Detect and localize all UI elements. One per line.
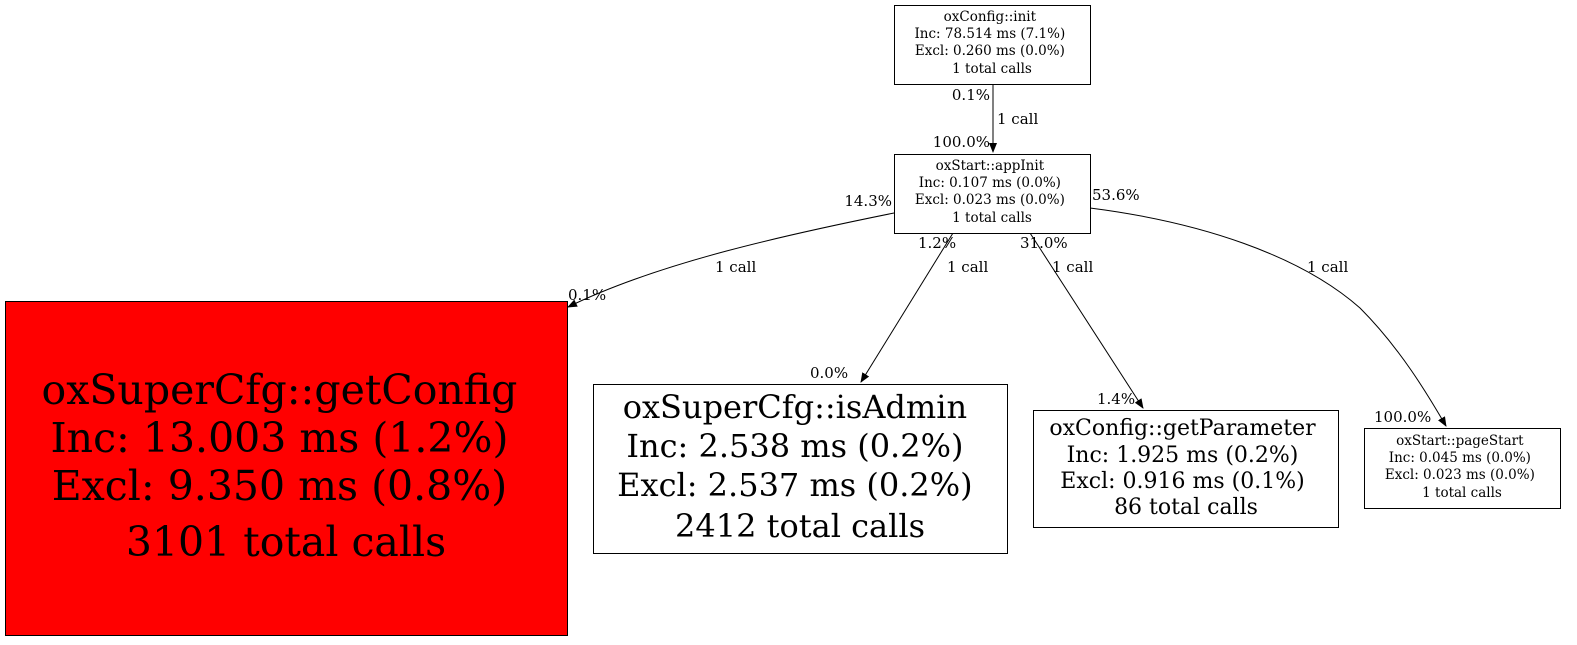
- node-title: oxStart::appInit: [936, 158, 1045, 174]
- edge-tail-label: 0.1%: [952, 86, 990, 104]
- node-inc: Inc: 0.107 ms (0.0%): [919, 175, 1061, 191]
- svg-text:oxSuperCfg::getConfig In: oxSuperCfg::getConfig Inc: 13.003 ms (1.…: [42, 366, 531, 566]
- node-excl: Excl: 2.537 ms (0.2%): [617, 466, 973, 504]
- node-inc: Inc: 13.003 ms (1.2%): [50, 414, 508, 462]
- edge-appinit-pagestart: [1089, 207, 1447, 427]
- node-title: oxConfig::getParameter: [1049, 416, 1316, 441]
- node-excl: Excl: 0.023 ms (0.0%): [1385, 467, 1535, 483]
- svg-text:oxConfig::getParameter I: oxConfig::getParameter Inc: 1.925 ms (0.…: [1049, 416, 1322, 520]
- node-excl: Excl: 0.023 ms (0.0%): [915, 192, 1065, 208]
- node-title: oxStart::pageStart: [1396, 433, 1524, 449]
- svg-text:oxStart::appInit Inc: 0.: oxStart::appInit Inc: 0.107 ms (0.0%) Ex…: [915, 158, 1069, 226]
- node-calls: 1 total calls: [952, 210, 1032, 226]
- edge-call-label: 1 call: [1052, 258, 1093, 276]
- node-oxconfig-init: oxConfig::init Inc: 78.514 ms (7.1%) Exc…: [894, 5, 1091, 85]
- edge-call-label: 1 call: [1307, 258, 1348, 276]
- node-inc: Inc: 0.045 ms (0.0%): [1389, 450, 1531, 466]
- edge-appinit-getconfig: [567, 212, 895, 308]
- edge-appinit-isadmin: [860, 232, 954, 383]
- edge-tail-label: 1.2%: [918, 234, 956, 252]
- node-oxsupercfg-isadmin: oxSuperCfg::isAdmin Inc: 2.538 ms (0.2%)…: [593, 384, 1008, 554]
- edge-appinit-getparameter: [1029, 232, 1144, 409]
- edge-tail-label: 53.6%: [1092, 186, 1140, 204]
- edge-head-label: 0.1%: [568, 286, 606, 304]
- svg-text:oxStart::pageStart Inc:: oxStart::pageStart Inc: 0.045 ms (0.0%) …: [1385, 433, 1539, 501]
- node-calls: 1 total calls: [1422, 485, 1502, 501]
- edge-head-label: 100.0%: [933, 133, 990, 151]
- node-title: oxSuperCfg::isAdmin: [623, 388, 967, 426]
- edge-tail-label: 14.3%: [844, 192, 892, 210]
- node-oxstart-appinit: oxStart::appInit Inc: 0.107 ms (0.0%) Ex…: [894, 154, 1091, 234]
- node-excl: Excl: 9.350 ms (0.8%): [52, 462, 507, 510]
- node-excl: Excl: 0.260 ms (0.0%): [915, 43, 1065, 59]
- node-excl: Excl: 0.916 ms (0.1%): [1060, 469, 1304, 494]
- node-inc: Inc: 78.514 ms (7.1%): [914, 26, 1065, 42]
- node-title: oxConfig::init: [944, 9, 1037, 25]
- edge-call-label: 1 call: [947, 258, 988, 276]
- edge-head-label: 100.0%: [1374, 408, 1431, 426]
- node-oxconfig-getparameter: oxConfig::getParameter Inc: 1.925 ms (0.…: [1033, 410, 1339, 528]
- svg-text:oxConfig::init Inc: 78.5: oxConfig::init Inc: 78.514 ms (7.1%) Exc…: [914, 9, 1069, 77]
- edge-tail-label: 31.0%: [1020, 234, 1068, 252]
- node-inc: Inc: 2.538 ms (0.2%): [626, 427, 963, 465]
- node-title: oxSuperCfg::getConfig: [42, 366, 518, 414]
- edge-head-label: 0.0%: [810, 364, 848, 382]
- node-calls: 2412 total calls: [675, 507, 925, 545]
- edge-call-label: 1 call: [715, 258, 756, 276]
- node-oxsupercfg-getconfig: oxSuperCfg::getConfig Inc: 13.003 ms (1.…: [5, 301, 568, 636]
- node-oxstart-pagestart: oxStart::pageStart Inc: 0.045 ms (0.0%) …: [1364, 428, 1561, 509]
- node-calls: 3101 total calls: [126, 518, 446, 566]
- svg-text:oxSuperCfg::isAdmin Inc:: oxSuperCfg::isAdmin Inc: 2.538 ms (0.2%)…: [617, 388, 983, 545]
- edge-call-label: 1 call: [997, 110, 1038, 128]
- node-inc: Inc: 1.925 ms (0.2%): [1067, 443, 1299, 468]
- edge-head-label: 1.4%: [1097, 390, 1135, 408]
- node-calls: 1 total calls: [952, 61, 1032, 77]
- node-calls: 86 total calls: [1114, 495, 1258, 520]
